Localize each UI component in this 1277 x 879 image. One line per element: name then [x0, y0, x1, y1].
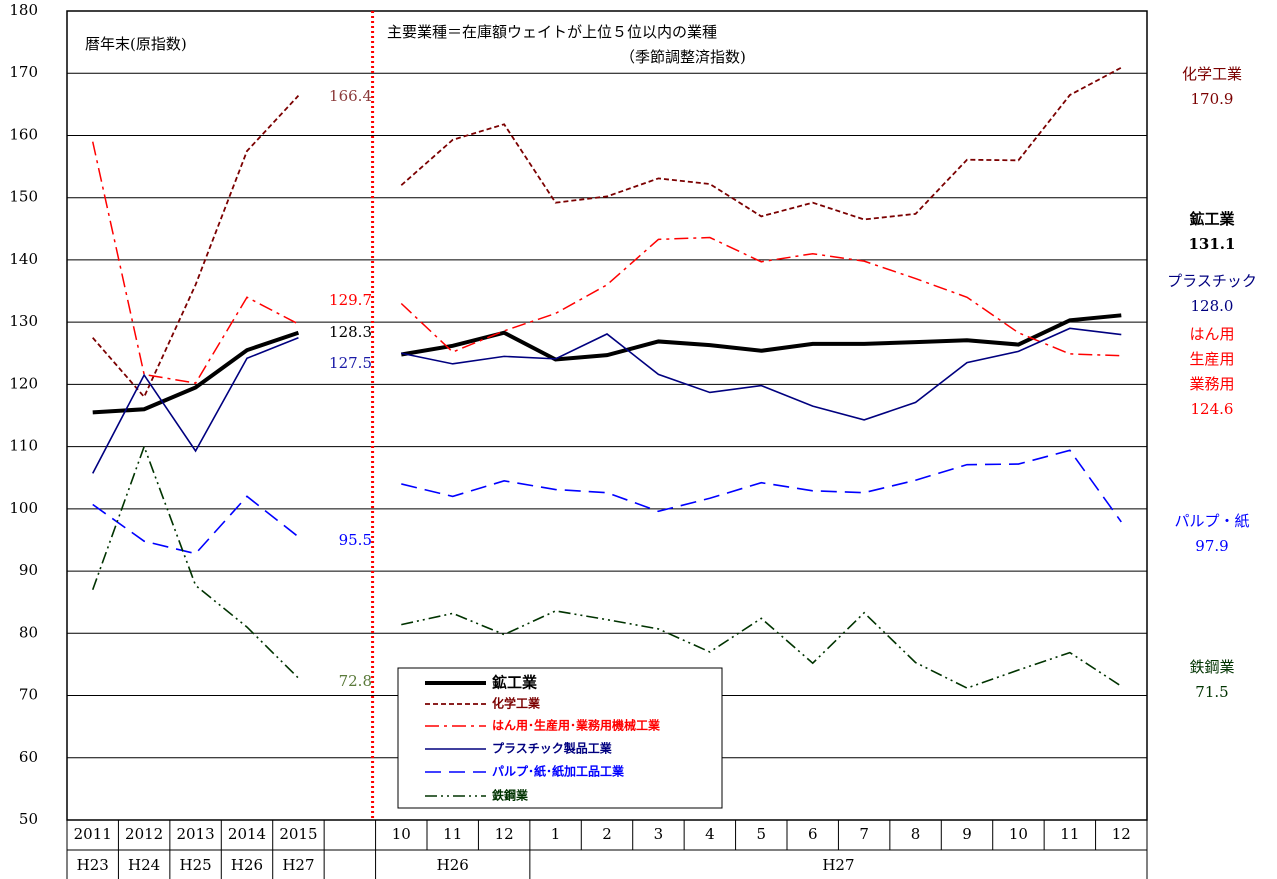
- x-tick-label: 12: [1112, 825, 1131, 843]
- value-label: 95.5: [339, 531, 372, 549]
- legend-label: 鉄鋼業: [492, 788, 529, 803]
- series-end-label: 生産用: [1189, 350, 1234, 368]
- x-tick-label: 2: [602, 825, 612, 843]
- value-label: 97.9: [1195, 537, 1228, 555]
- value-label: 72.8: [339, 672, 372, 690]
- x-group-label: H26: [231, 856, 263, 874]
- value-label: 128.0: [1191, 297, 1234, 315]
- legend-box: [397, 667, 723, 809]
- value-label: 124.6: [1191, 400, 1234, 418]
- x-tick-label: 2013: [176, 825, 214, 843]
- y-tick-label: 90: [19, 561, 38, 579]
- series-end-label: 鉄鋼業: [1189, 658, 1234, 676]
- y-tick-label: 70: [19, 686, 38, 704]
- x-tick-label: 7: [859, 825, 869, 843]
- x-group-label: H23: [77, 856, 109, 874]
- x-tick-label: 4: [705, 825, 715, 843]
- annotation: 暦年末(原指数): [85, 35, 187, 53]
- x-tick-label: 2012: [125, 825, 163, 843]
- y-tick-label: 120: [9, 374, 38, 392]
- x-group-label: H27: [282, 856, 314, 874]
- x-tick-label: 10: [1009, 825, 1028, 843]
- series-line: [400, 313, 1122, 362]
- y-tick-label: 130: [9, 312, 38, 330]
- value-label: 127.5: [329, 354, 372, 372]
- value-label: 166.4: [329, 87, 372, 105]
- y-tick-label: 60: [19, 748, 38, 766]
- value-label: 129.7: [329, 291, 372, 309]
- series-end-label: パルプ・紙: [1174, 512, 1249, 530]
- value-label: 170.9: [1191, 90, 1234, 108]
- value-label: 71.5: [1195, 683, 1228, 701]
- x-tick-label: 2015: [279, 825, 317, 843]
- legend-label: 化学工業: [492, 696, 541, 711]
- value-label: 128.3: [329, 323, 372, 341]
- x-tick-label: 11: [443, 825, 462, 843]
- y-tick-label: 180: [9, 1, 38, 19]
- x-tick-label: 10: [392, 825, 411, 843]
- x-group-label: H25: [179, 856, 211, 874]
- series-line: [401, 449, 1122, 523]
- value-label: 131.1: [1189, 235, 1236, 253]
- annotation: （季節調整済指数): [620, 48, 746, 66]
- x-group-label: H27: [822, 856, 854, 874]
- y-tick-label: 100: [9, 499, 38, 517]
- x-tick-label: 11: [1060, 825, 1079, 843]
- series-end-label: はん用: [1189, 325, 1234, 343]
- y-tick-label: 110: [9, 437, 38, 455]
- x-tick-label: 2011: [74, 825, 112, 843]
- series-line: [92, 95, 300, 399]
- x-group-label: H24: [128, 856, 160, 874]
- legend-label: 鉱工業: [492, 674, 538, 692]
- y-tick-label: 170: [9, 63, 38, 81]
- x-tick-label: 2014: [228, 825, 266, 843]
- series-end-label: 業務用: [1189, 375, 1234, 393]
- x-tick-label: 1: [551, 825, 561, 843]
- legend-label: はん用･生産用･業務用機械工業: [492, 718, 661, 733]
- series-line: [91, 141, 299, 384]
- y-tick-label: 160: [9, 125, 38, 143]
- y-tick-label: 150: [9, 188, 38, 206]
- series-end-label: 化学工業: [1182, 65, 1242, 83]
- x-tick-label: 3: [654, 825, 664, 843]
- series-line: [92, 330, 300, 415]
- y-tick-label: 140: [9, 250, 38, 268]
- series-line: [401, 327, 1122, 421]
- x-tick-label: 12: [495, 825, 514, 843]
- annotation: 主要業種＝在庫額ウェイトが上位５位以内の業種: [387, 23, 717, 41]
- series-line: [91, 444, 299, 679]
- x-tick-label: 9: [962, 825, 972, 843]
- series-end-label: 鉱工業: [1189, 210, 1235, 228]
- y-tick-label: 50: [19, 810, 38, 828]
- series-line: [401, 610, 1122, 689]
- legend-label: パルプ･紙･紙加工品工業: [492, 764, 625, 779]
- series-line: [92, 336, 299, 474]
- x-tick-label: 5: [757, 825, 767, 843]
- x-group-label: H26: [437, 856, 469, 874]
- series-end-label: プラスチック: [1167, 272, 1257, 290]
- y-tick-label: 80: [19, 623, 38, 641]
- legend-label: プラスチック製品工業: [492, 741, 613, 756]
- plot-frame: [66, 10, 1148, 821]
- series-line: [400, 66, 1122, 221]
- x-tick-label: 8: [911, 825, 921, 843]
- series-line: [400, 236, 1122, 357]
- x-tick-label: 6: [808, 825, 818, 843]
